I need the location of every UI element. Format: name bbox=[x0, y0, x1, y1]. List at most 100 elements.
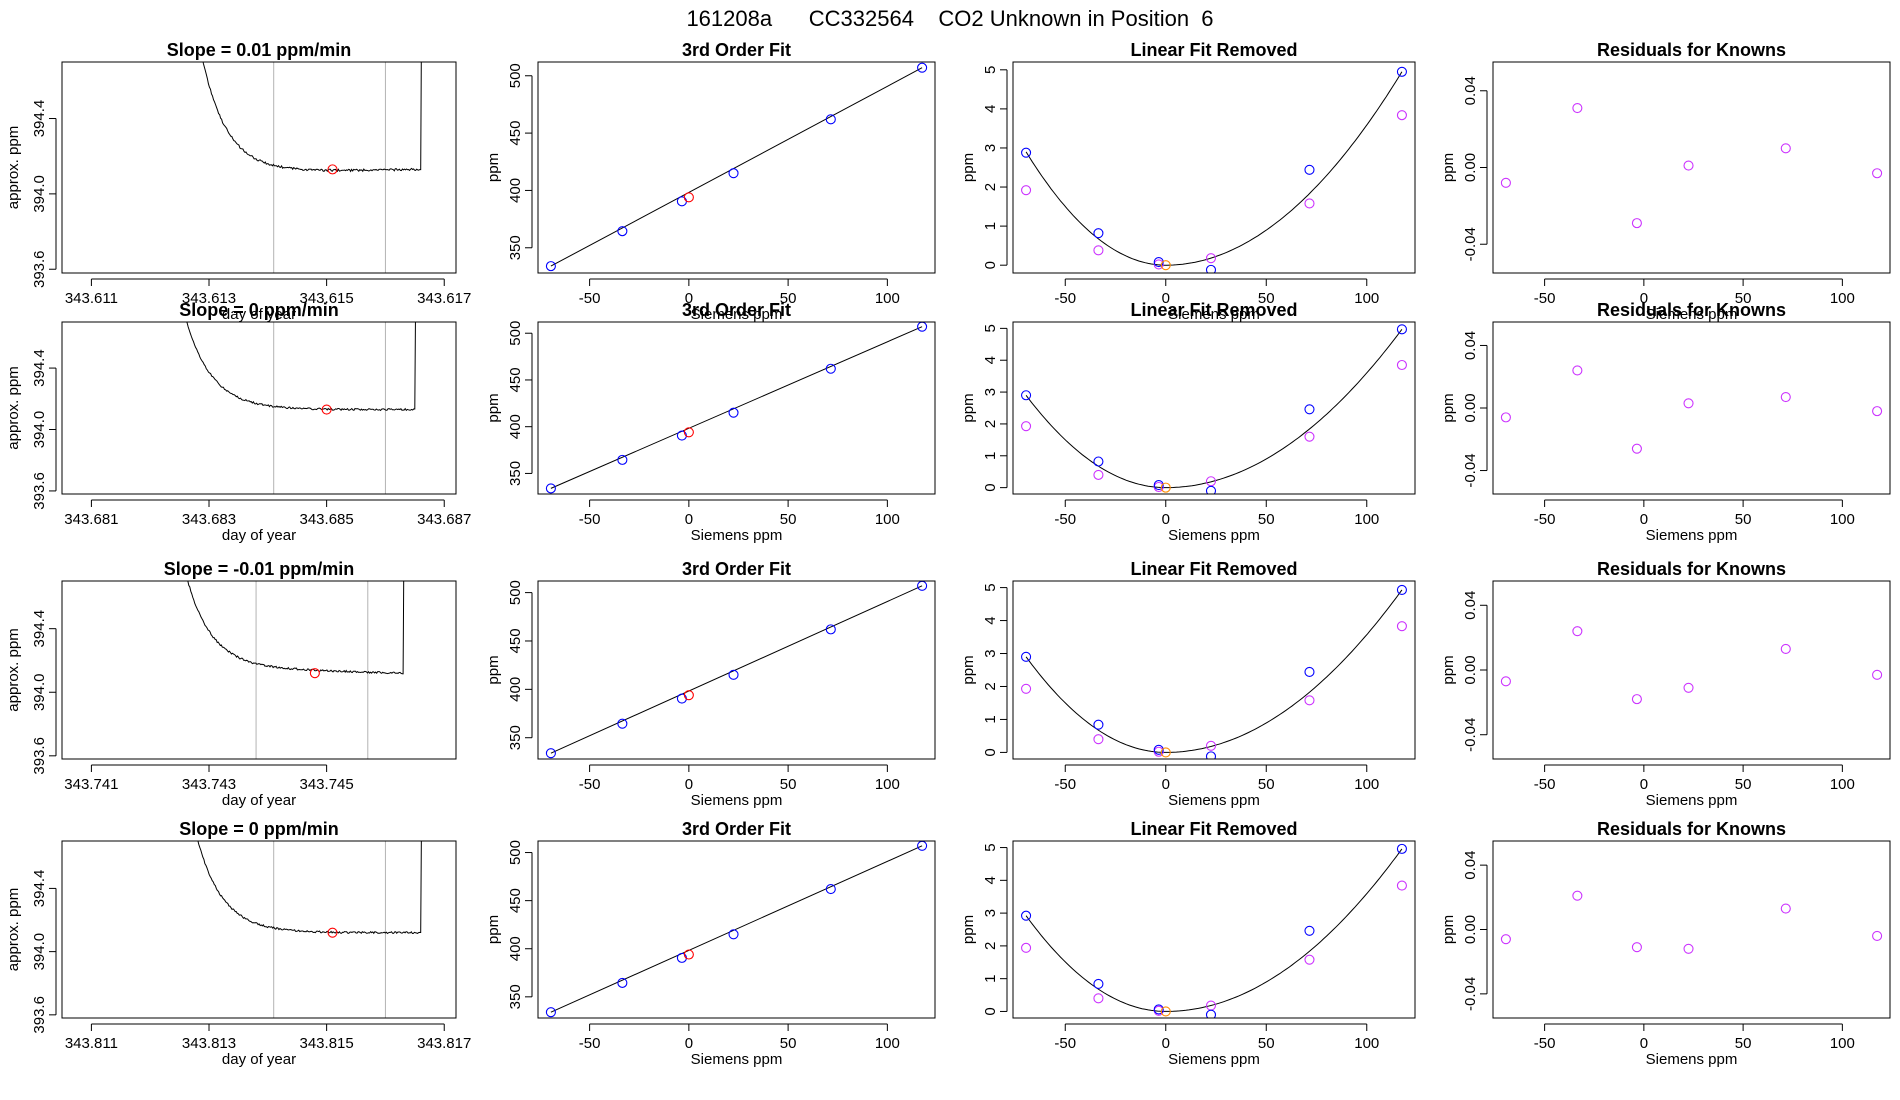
y-axis-label: approx. ppm bbox=[5, 366, 22, 449]
window-average-point bbox=[327, 164, 338, 175]
y-tick-label: 1 bbox=[982, 222, 999, 230]
residual-point bbox=[1631, 942, 1642, 953]
plot-frame bbox=[61, 840, 457, 1019]
known-point bbox=[825, 363, 836, 374]
y-tick-label: 393.6 bbox=[31, 996, 48, 1034]
known-point bbox=[676, 952, 687, 963]
plot-area bbox=[1500, 102, 1883, 229]
plot-area bbox=[545, 581, 928, 759]
x-tick-label: 0 bbox=[685, 290, 693, 307]
y-tick-label: 4 bbox=[982, 105, 999, 113]
alt-known-point bbox=[1021, 185, 1032, 196]
x-tick-label: 50 bbox=[780, 776, 797, 793]
known-point bbox=[1021, 147, 1032, 158]
alt-known-point bbox=[1304, 695, 1315, 706]
y-tick-label: 2 bbox=[982, 682, 999, 690]
known-point bbox=[1093, 719, 1104, 730]
y-tick-label: 0 bbox=[982, 261, 999, 269]
y-tick-label: 350 bbox=[507, 725, 524, 750]
x-axis-label: Siemens ppm bbox=[691, 1051, 783, 1068]
alt-known-point bbox=[1093, 469, 1104, 480]
known-point bbox=[1205, 1009, 1217, 1018]
y-tick-label: 350 bbox=[507, 461, 524, 486]
y-tick-label: 2 bbox=[982, 942, 999, 950]
chart-title: Slope = 0.01 ppm/min bbox=[167, 40, 352, 60]
residual-point bbox=[1780, 143, 1791, 154]
x-tick-label: 50 bbox=[1258, 1035, 1275, 1052]
chart-title: Linear Fit Removed bbox=[1130, 300, 1297, 320]
y-tick-label: 393.6 bbox=[31, 250, 48, 288]
chart-title: 3rd Order Fit bbox=[682, 40, 791, 60]
residual-point bbox=[1572, 626, 1583, 637]
y-tick-label: -0.04 bbox=[1462, 227, 1479, 261]
x-tick-label: -50 bbox=[579, 776, 601, 793]
y-axis-label: ppm bbox=[960, 393, 977, 422]
alt-known-point bbox=[1153, 259, 1164, 270]
y-tick-label: 400 bbox=[507, 936, 524, 961]
y-tick-label: 2 bbox=[982, 183, 999, 191]
known-point bbox=[1153, 257, 1164, 268]
residual-point bbox=[1780, 903, 1791, 914]
x-tick-label: 343.741 bbox=[64, 776, 118, 793]
x-tick-label: -50 bbox=[1054, 290, 1076, 307]
y-tick-label: 5 bbox=[982, 843, 999, 851]
x-axis-label: Siemens ppm bbox=[1646, 792, 1738, 809]
y-axis-label: ppm bbox=[1440, 655, 1457, 684]
unknown-point bbox=[683, 427, 694, 438]
y-tick-label: 0.00 bbox=[1462, 915, 1479, 944]
x-axis-label: Siemens ppm bbox=[1168, 306, 1260, 323]
known-point bbox=[617, 718, 628, 729]
known-point bbox=[1396, 324, 1407, 335]
x-tick-label: 100 bbox=[1354, 1035, 1379, 1052]
x-tick-label: 0 bbox=[1162, 511, 1170, 528]
page-title: 161208a CC332564 CO2 Unknown in Position… bbox=[686, 6, 1214, 31]
alt-known-point bbox=[1396, 880, 1407, 891]
plot-frame bbox=[1492, 321, 1891, 495]
unknown-point bbox=[1160, 482, 1171, 493]
known-point bbox=[545, 483, 556, 494]
known-point bbox=[676, 196, 687, 207]
x-tick-label: 0 bbox=[1162, 290, 1170, 307]
chart-title: 3rd Order Fit bbox=[682, 819, 791, 839]
x-tick-label: 343.613 bbox=[182, 290, 236, 307]
alt-known-point bbox=[1021, 683, 1032, 694]
y-tick-label: 1 bbox=[982, 715, 999, 723]
y-axis-label: ppm bbox=[960, 153, 977, 182]
y-tick-label: 1 bbox=[982, 974, 999, 982]
x-tick-label: 100 bbox=[875, 290, 900, 307]
y-tick-label: 3 bbox=[982, 144, 999, 152]
y-axis-label: ppm bbox=[960, 655, 977, 684]
x-tick-label: -50 bbox=[579, 290, 601, 307]
known-point bbox=[1153, 480, 1164, 491]
y-tick-label: -0.04 bbox=[1462, 718, 1479, 752]
x-axis-label: Siemens ppm bbox=[1168, 1051, 1260, 1068]
x-tick-label: -50 bbox=[1534, 776, 1556, 793]
residual-point bbox=[1683, 398, 1694, 409]
y-tick-label: 4 bbox=[982, 616, 999, 624]
plot-area bbox=[545, 322, 928, 494]
y-axis-label: ppm bbox=[1440, 915, 1457, 944]
known-point bbox=[1396, 584, 1407, 595]
x-tick-label: 100 bbox=[1830, 776, 1855, 793]
residual-point bbox=[1572, 365, 1583, 376]
chart-fit-row-1: 3rd Order Fit -50 0 50 100 Siemens ppm 350 400 4… bbox=[485, 40, 936, 323]
known-point bbox=[1093, 456, 1104, 467]
alt-known-point bbox=[1021, 942, 1032, 953]
alt-known-point bbox=[1205, 740, 1217, 751]
x-tick-label: 0 bbox=[1640, 776, 1648, 793]
plot-frame bbox=[537, 580, 936, 760]
x-tick-label: 50 bbox=[1735, 290, 1752, 307]
y-tick-label: 500 bbox=[507, 321, 524, 346]
x-axis-label: Siemens ppm bbox=[1646, 306, 1738, 323]
y-tick-label: 0.00 bbox=[1462, 153, 1479, 182]
fit-curve bbox=[1025, 71, 1403, 266]
x-tick-label: 343.743 bbox=[182, 776, 236, 793]
x-tick-label: 100 bbox=[1354, 776, 1379, 793]
chart-residuals-row-2: Residuals for Knowns -50 0 50 100 Siemens ppm… bbox=[1440, 300, 1891, 544]
y-axis-label: ppm bbox=[485, 393, 502, 422]
x-tick-label: -50 bbox=[579, 1035, 601, 1052]
known-point bbox=[676, 430, 687, 441]
unknown-point bbox=[683, 949, 694, 960]
